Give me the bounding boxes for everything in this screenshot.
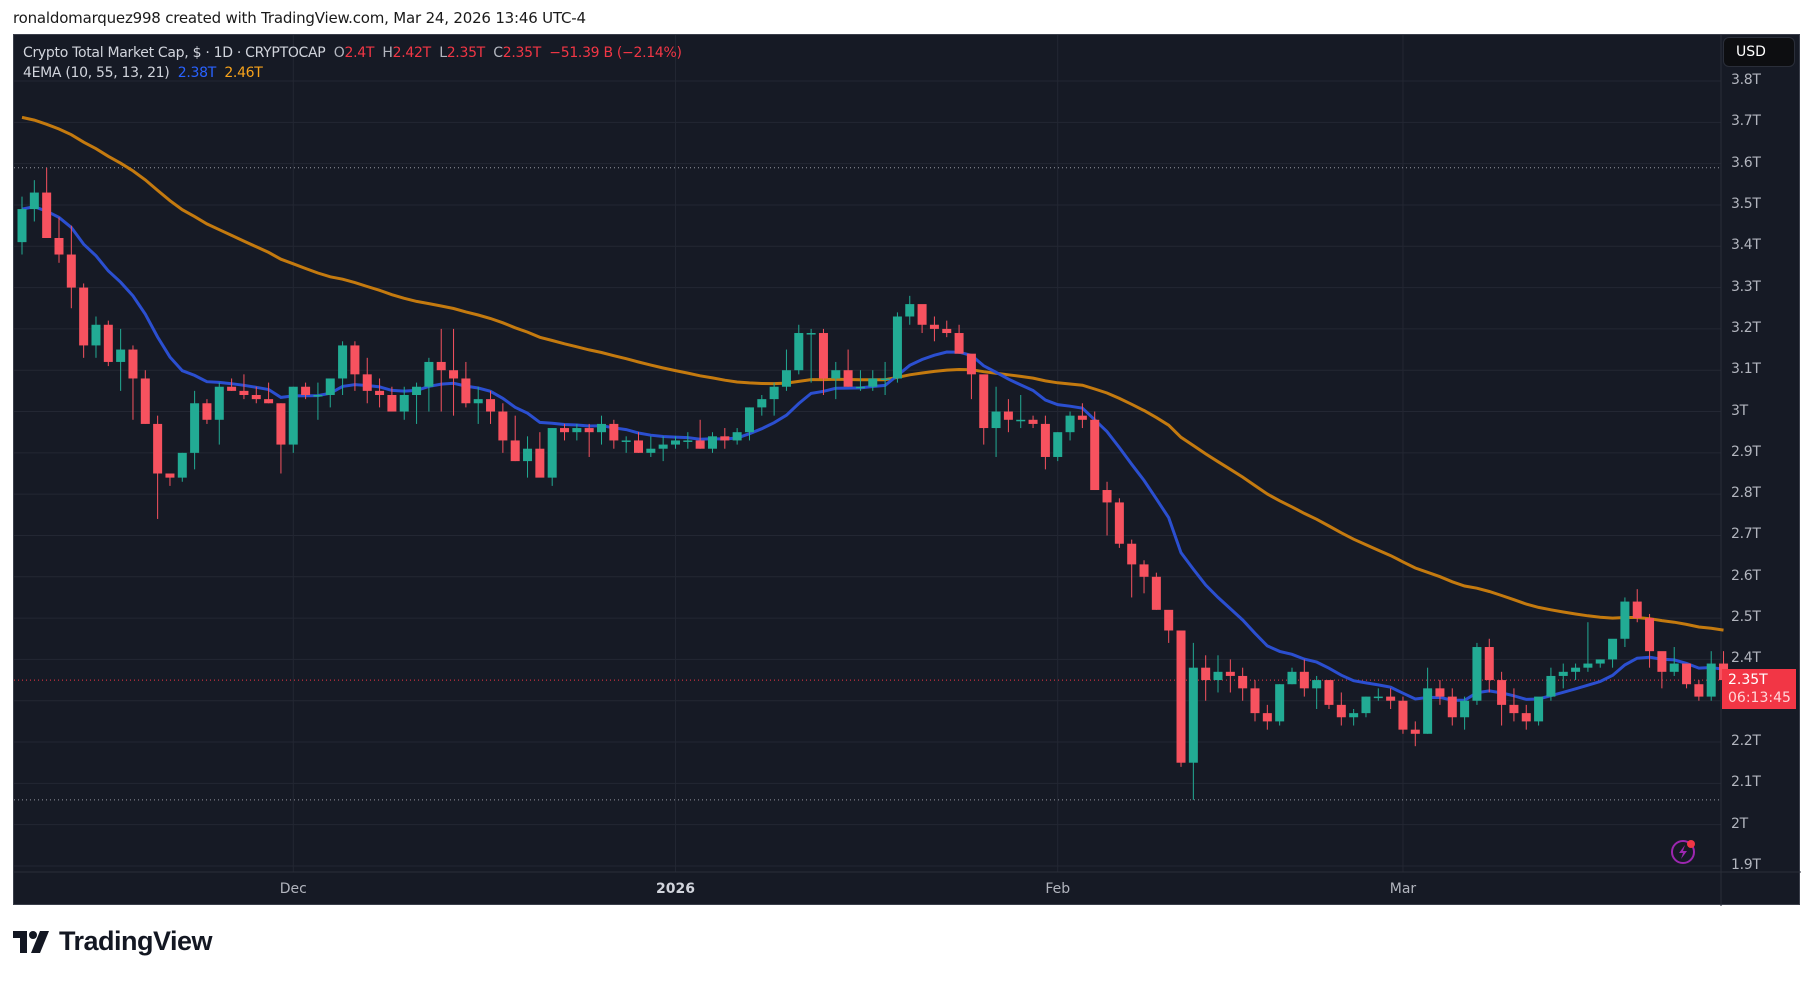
candlestick-chart[interactable]	[14, 35, 1801, 906]
open-value: 2.4T	[344, 45, 375, 61]
time-axis-label: 2026	[656, 881, 695, 897]
time-axis-label: Mar	[1389, 881, 1417, 897]
symbol-row: Crypto Total Market Cap, $ · 1D · CRYPTO…	[23, 45, 682, 61]
flash-alert-icon[interactable]	[1669, 836, 1699, 866]
price-axis-label: 2.9T	[1731, 443, 1761, 460]
tradingview-mark-icon	[13, 930, 49, 953]
price-axis-label: 1.9T	[1731, 857, 1761, 873]
last-price-tag: 2.35T 06:13:45	[1722, 669, 1796, 710]
low-value: 2.35T	[446, 45, 486, 61]
price-axis-label: 3.8T	[1731, 72, 1761, 88]
price-axis-label: 2.1T	[1731, 774, 1761, 791]
chart-frame[interactable]: Crypto Total Market Cap, $ · 1D · CRYPTO…	[13, 34, 1801, 906]
high-value: 2.42T	[392, 45, 432, 61]
time-axis-label: Feb	[1045, 881, 1071, 897]
price-axis-label: 3T	[1731, 402, 1748, 419]
price-axis-label: 2.4T	[1731, 650, 1761, 667]
price-axis-label: 2.8T	[1731, 485, 1761, 502]
last-price: 2.35T	[1728, 672, 1768, 689]
price-axis-label: 3.4T	[1731, 237, 1761, 254]
price-axis-label: 2.6T	[1731, 567, 1761, 584]
tradingview-logo[interactable]: TradingView	[13, 926, 213, 957]
price-axis-label: 2.5T	[1731, 609, 1761, 626]
time-axis-label: Dec	[279, 881, 307, 897]
currency-button[interactable]: USD	[1723, 37, 1795, 67]
ema-fast-value: 2.38T	[177, 65, 217, 81]
close-value: 2.35T	[502, 45, 542, 61]
price-axis-label: 3.3T	[1731, 278, 1761, 295]
price-axis-label: 2T	[1731, 815, 1748, 832]
chart-legend: Crypto Total Market Cap, $ · 1D · CRYPTO…	[23, 43, 682, 83]
ema-slow-value: 2.46T	[224, 65, 263, 81]
change-value: −51.39 B (−2.14%)	[549, 45, 682, 61]
indicator-title[interactable]: 4EMA (10, 55, 13, 21)	[23, 65, 170, 81]
price-axis-label: 3.6T	[1731, 154, 1761, 171]
symbol-title[interactable]: Crypto Total Market Cap, $ · 1D · CRYPTO…	[23, 45, 326, 61]
brand-name: TradingView	[59, 926, 213, 956]
price-axis-label: 3.1T	[1731, 361, 1761, 378]
price-axis-label: 3.5T	[1731, 195, 1761, 212]
price-axis-label: 3.2T	[1731, 319, 1761, 336]
price-axis-label: 2.7T	[1731, 526, 1761, 543]
chart-credit: ronaldomarquez998 created with TradingVi…	[13, 9, 586, 27]
bar-countdown: 06:13:45	[1728, 690, 1791, 707]
price-axis-label: 3.7T	[1731, 113, 1761, 130]
price-axis-label: 2.2T	[1731, 733, 1761, 750]
indicator-row: 4EMA (10, 55, 13, 21) 2.38T 2.46T	[23, 63, 682, 83]
